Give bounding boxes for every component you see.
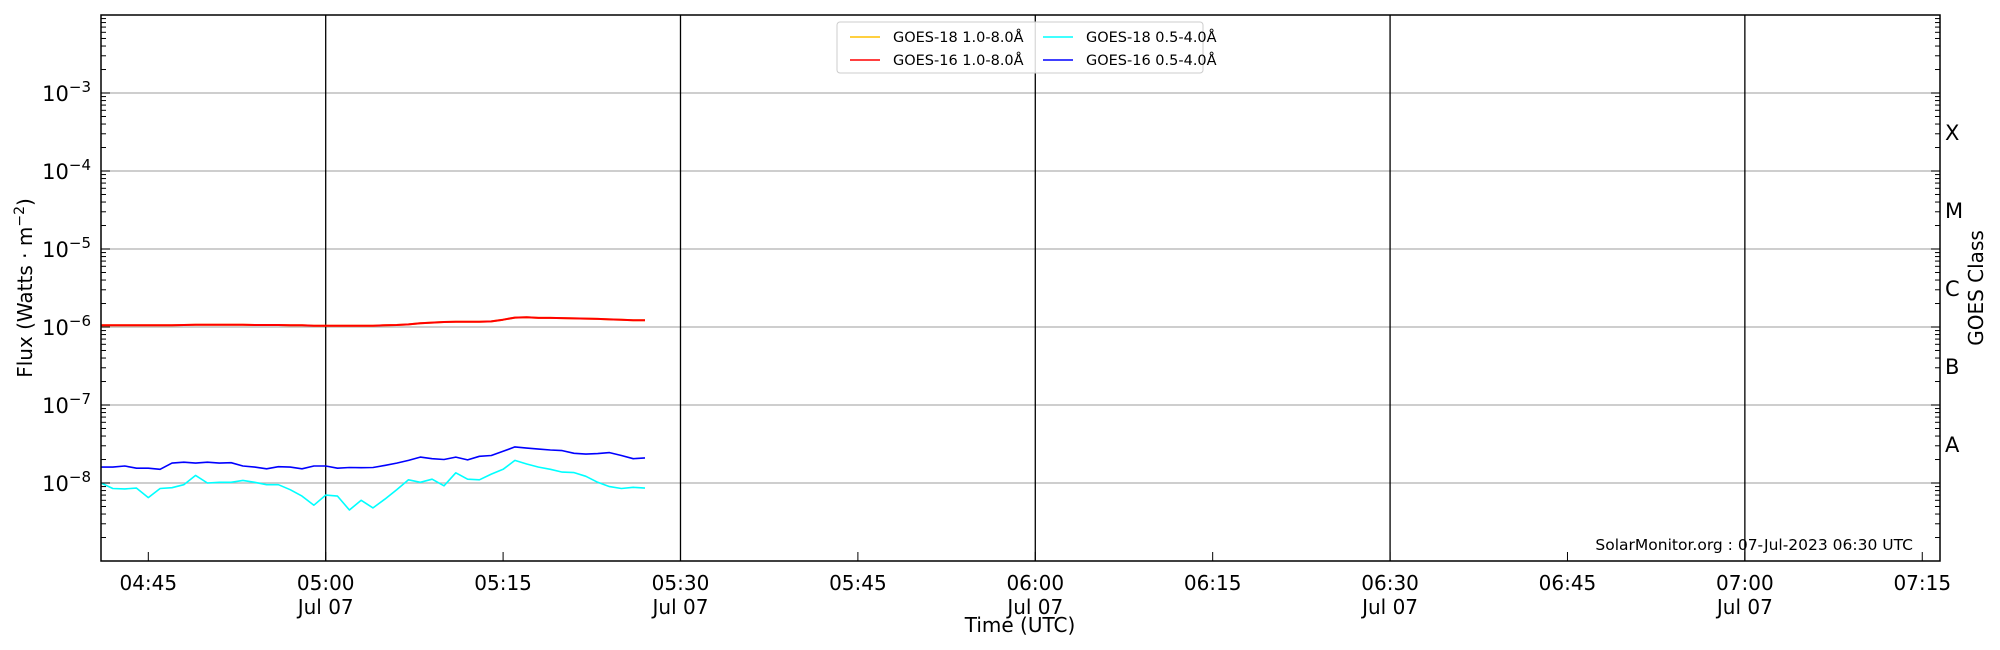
series-line: [101, 316, 645, 327]
series-lines: [100, 316, 646, 511]
y-tick-label: 10−3: [42, 78, 91, 106]
x-tick-label: 06:15: [1184, 571, 1242, 595]
x-tick-date-label: Jul 07: [296, 595, 354, 619]
goes-class-label: C: [1945, 277, 1960, 301]
y-axis-label: Flux (Watts · m−2): [12, 198, 37, 378]
series-line: [101, 446, 646, 471]
goes-class-label: X: [1945, 121, 1959, 145]
legend-entry-label: GOES-18 1.0-8.0Å: [893, 29, 1024, 46]
y-tick-labels: 10−8 10−7 10−6 10−5 10−4 10−3: [42, 78, 91, 496]
goes-class-label: B: [1945, 355, 1959, 379]
legend: GOES-18 1.0-8.0Å GOES-16 1.0-8.0Å GOES-18 …: [836, 21, 1217, 74]
x-tick-date-label: Jul 07: [1360, 595, 1418, 619]
x-tick-date-label: Jul 07: [651, 595, 709, 619]
goes-class-labels: A B C M X: [1945, 121, 1963, 457]
vertical-lines: [325, 15, 1746, 561]
legend-entry-label: GOES-16 1.0-8.0Å: [893, 52, 1024, 69]
x-tick-label: 06:30: [1361, 571, 1419, 595]
x-tick-label: 05:15: [474, 571, 532, 595]
plot-frame: [100, 14, 1941, 562]
y-tick-label: 10−6: [42, 312, 91, 340]
x-tick-label: 07:15: [1893, 571, 1951, 595]
x-tick-label: 07:00: [1716, 571, 1774, 595]
y-tick-label: 10−5: [42, 234, 91, 262]
legend-entry-label: GOES-16 0.5-4.0Å: [1086, 52, 1217, 69]
x-tick-label: 05:30: [652, 571, 710, 595]
grid: [101, 92, 1940, 484]
watermark-annotation: SolarMonitor.org : 07-Jul-2023 06:30 UTC: [1595, 536, 1913, 554]
goes-class-label: M: [1945, 199, 1963, 223]
x-tick-date-label: Jul 07: [1715, 595, 1773, 619]
x-tick-label: 05:00: [297, 571, 355, 595]
y-axis-label-right: GOES Class: [1964, 230, 1988, 346]
legend-box: [836, 21, 1204, 74]
series-line: [100, 459, 646, 511]
y-tick-label: 10−4: [42, 156, 91, 184]
x-tick-label: 05:45: [829, 571, 887, 595]
y-tick-label: 10−7: [42, 390, 91, 418]
legend-entry-label: GOES-18 0.5-4.0Å: [1086, 29, 1217, 46]
x-tick-label: 06:00: [1006, 571, 1064, 595]
axis-ticks: [101, 18, 1940, 562]
x-axis-label: Time (UTC): [964, 613, 1076, 637]
x-tick-date-label: Jul 07: [1005, 595, 1063, 619]
y-tick-label: 10−8: [42, 468, 91, 496]
goes-class-label: A: [1945, 433, 1960, 457]
x-tick-label: 04:45: [119, 571, 177, 595]
x-tick-label: 06:45: [1539, 571, 1597, 595]
